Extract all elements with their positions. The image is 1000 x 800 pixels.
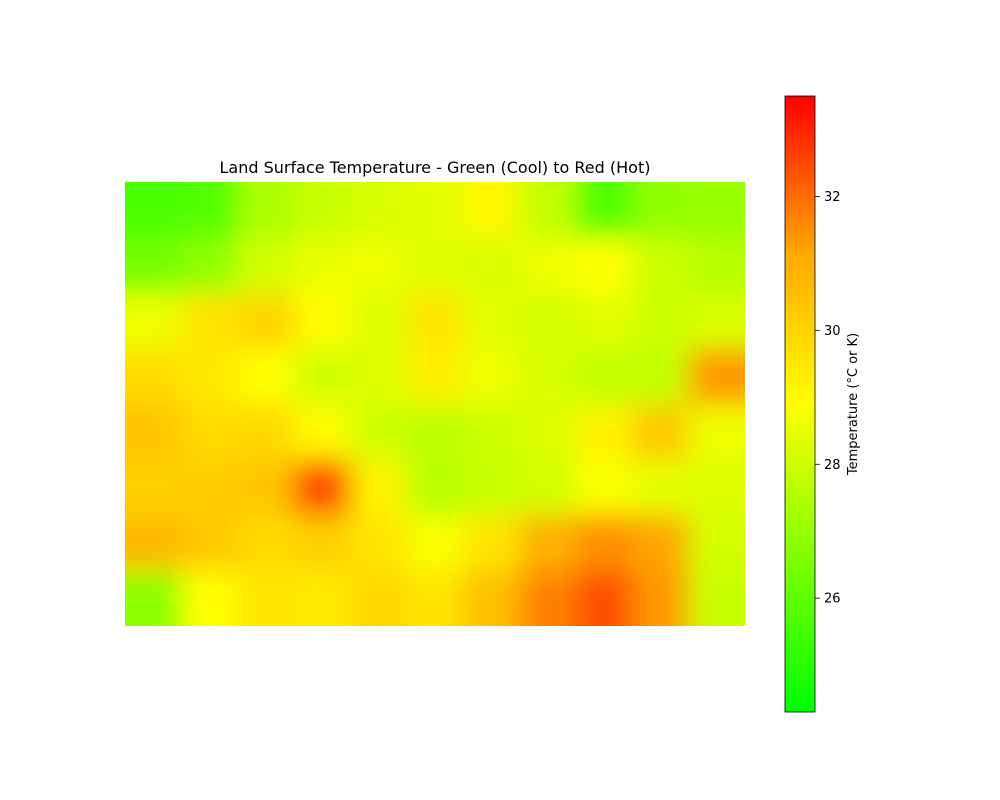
- heatmap-cell: [350, 348, 408, 405]
- heatmap-cell: [237, 570, 296, 626]
- heatmap-cell: [237, 348, 296, 405]
- heatmap-cell: [688, 515, 745, 572]
- heatmap-cell: [350, 570, 408, 626]
- heatmap-cell: [463, 515, 521, 572]
- heatmap-cell: [125, 459, 183, 516]
- heatmap-cell: [632, 293, 690, 350]
- heatmap-cell: [125, 515, 183, 572]
- heatmap-cell: [632, 404, 690, 461]
- colorbar-label: Temperature (°C or K): [846, 333, 861, 476]
- heatmap-cell: [575, 348, 634, 405]
- heatmap-cell: [294, 237, 352, 294]
- colorbar-tick-label: 32: [824, 190, 841, 205]
- colorbar: 26 28 30 32 Temperature (°C or K): [784, 95, 861, 713]
- heatmap-cell: [406, 515, 465, 572]
- heatmap-cell: [688, 237, 745, 294]
- heatmap-cell: [406, 459, 465, 516]
- heatmap-cell: [519, 459, 577, 516]
- heatmap-cell: [632, 237, 690, 294]
- heatmap-cell: [181, 293, 239, 350]
- heatmap-cell: [294, 459, 352, 516]
- heatmap-cell: [125, 237, 183, 294]
- heatmap-cell: [181, 237, 239, 294]
- heatmap-cell: [688, 182, 745, 239]
- heatmap-cell: [237, 404, 296, 461]
- heatmap: [125, 182, 745, 626]
- heatmap-cell: [181, 404, 239, 461]
- chart-title: Land Surface Temperature - Green (Cool) …: [220, 158, 651, 177]
- heatmap-cell: [463, 293, 521, 350]
- heatmap-cell: [463, 459, 521, 516]
- colorbar-tick-label: 28: [824, 458, 841, 473]
- heatmap-cell: [350, 237, 408, 294]
- heatmap-cell: [406, 293, 465, 350]
- heatmap-cell: [406, 348, 465, 405]
- heatmap-cell: [181, 182, 239, 239]
- heatmap-cell: [632, 459, 690, 516]
- heatmap-cell: [294, 293, 352, 350]
- heatmap-cell: [406, 570, 465, 626]
- heatmap-cell: [463, 404, 521, 461]
- heatmap-cell: [632, 515, 690, 572]
- heatmap-cell: [181, 348, 239, 405]
- heatmap-cell: [350, 293, 408, 350]
- heatmap-cell: [575, 293, 634, 350]
- heatmap-cell: [237, 515, 296, 572]
- heatmap-cell: [237, 182, 296, 239]
- heatmap-cell: [688, 570, 745, 626]
- heatmap-cell: [575, 570, 634, 626]
- heatmap-cell: [350, 404, 408, 461]
- heatmap-cell: [181, 515, 239, 572]
- heatmap-cell: [237, 293, 296, 350]
- heatmap-cell: [294, 570, 352, 626]
- heatmap-cell: [519, 237, 577, 294]
- heatmap-cell: [181, 570, 239, 626]
- heatmap-cell: [575, 182, 634, 239]
- heatmap-cell: [294, 348, 352, 405]
- colorbar-tick-label: 26: [824, 592, 841, 607]
- heatmap-cell: [632, 570, 690, 626]
- heatmap-cell: [406, 182, 465, 239]
- heatmap-cell: [519, 348, 577, 405]
- heatmap-cell: [237, 459, 296, 516]
- heatmap-cell: [294, 404, 352, 461]
- heatmap-cell: [181, 459, 239, 516]
- heatmap-cell: [575, 404, 634, 461]
- heatmap-cell: [350, 515, 408, 572]
- heatmap-cell: [125, 404, 183, 461]
- heatmap-cell: [406, 237, 465, 294]
- heatmap-cell: [350, 459, 408, 516]
- heatmap-cell: [125, 182, 183, 239]
- heatmap-cell: [575, 515, 634, 572]
- heatmap-cell: [237, 237, 296, 294]
- heatmap-cell: [406, 404, 465, 461]
- heatmap-cell: [688, 404, 745, 461]
- heatmap-cell: [463, 348, 521, 405]
- heatmap-cell: [519, 515, 577, 572]
- colorbar-gradient: [784, 95, 816, 713]
- heatmap-cell: [125, 293, 183, 350]
- heatmap-cell: [519, 570, 577, 626]
- heatmap-cell: [688, 293, 745, 350]
- heatmap-cell: [632, 182, 690, 239]
- heatmap-cell: [632, 348, 690, 405]
- heatmap-cell: [463, 237, 521, 294]
- heatmap-cell: [463, 182, 521, 239]
- heatmap-cell: [350, 182, 408, 239]
- heatmap-cell: [519, 404, 577, 461]
- heatmap-cell: [575, 459, 634, 516]
- heatmap-cell: [463, 570, 521, 626]
- heatmap-cell: [519, 182, 577, 239]
- heatmap-cell: [519, 293, 577, 350]
- colorbar-tick-label: 30: [824, 324, 841, 339]
- heatmap-cell: [125, 348, 183, 405]
- heatmap-cell: [688, 348, 745, 405]
- heatmap-cell: [294, 515, 352, 572]
- heatmap-cell: [125, 570, 183, 626]
- heatmap-cell: [294, 182, 352, 239]
- heatmap-cell: [575, 237, 634, 294]
- heatmap-cell: [688, 459, 745, 516]
